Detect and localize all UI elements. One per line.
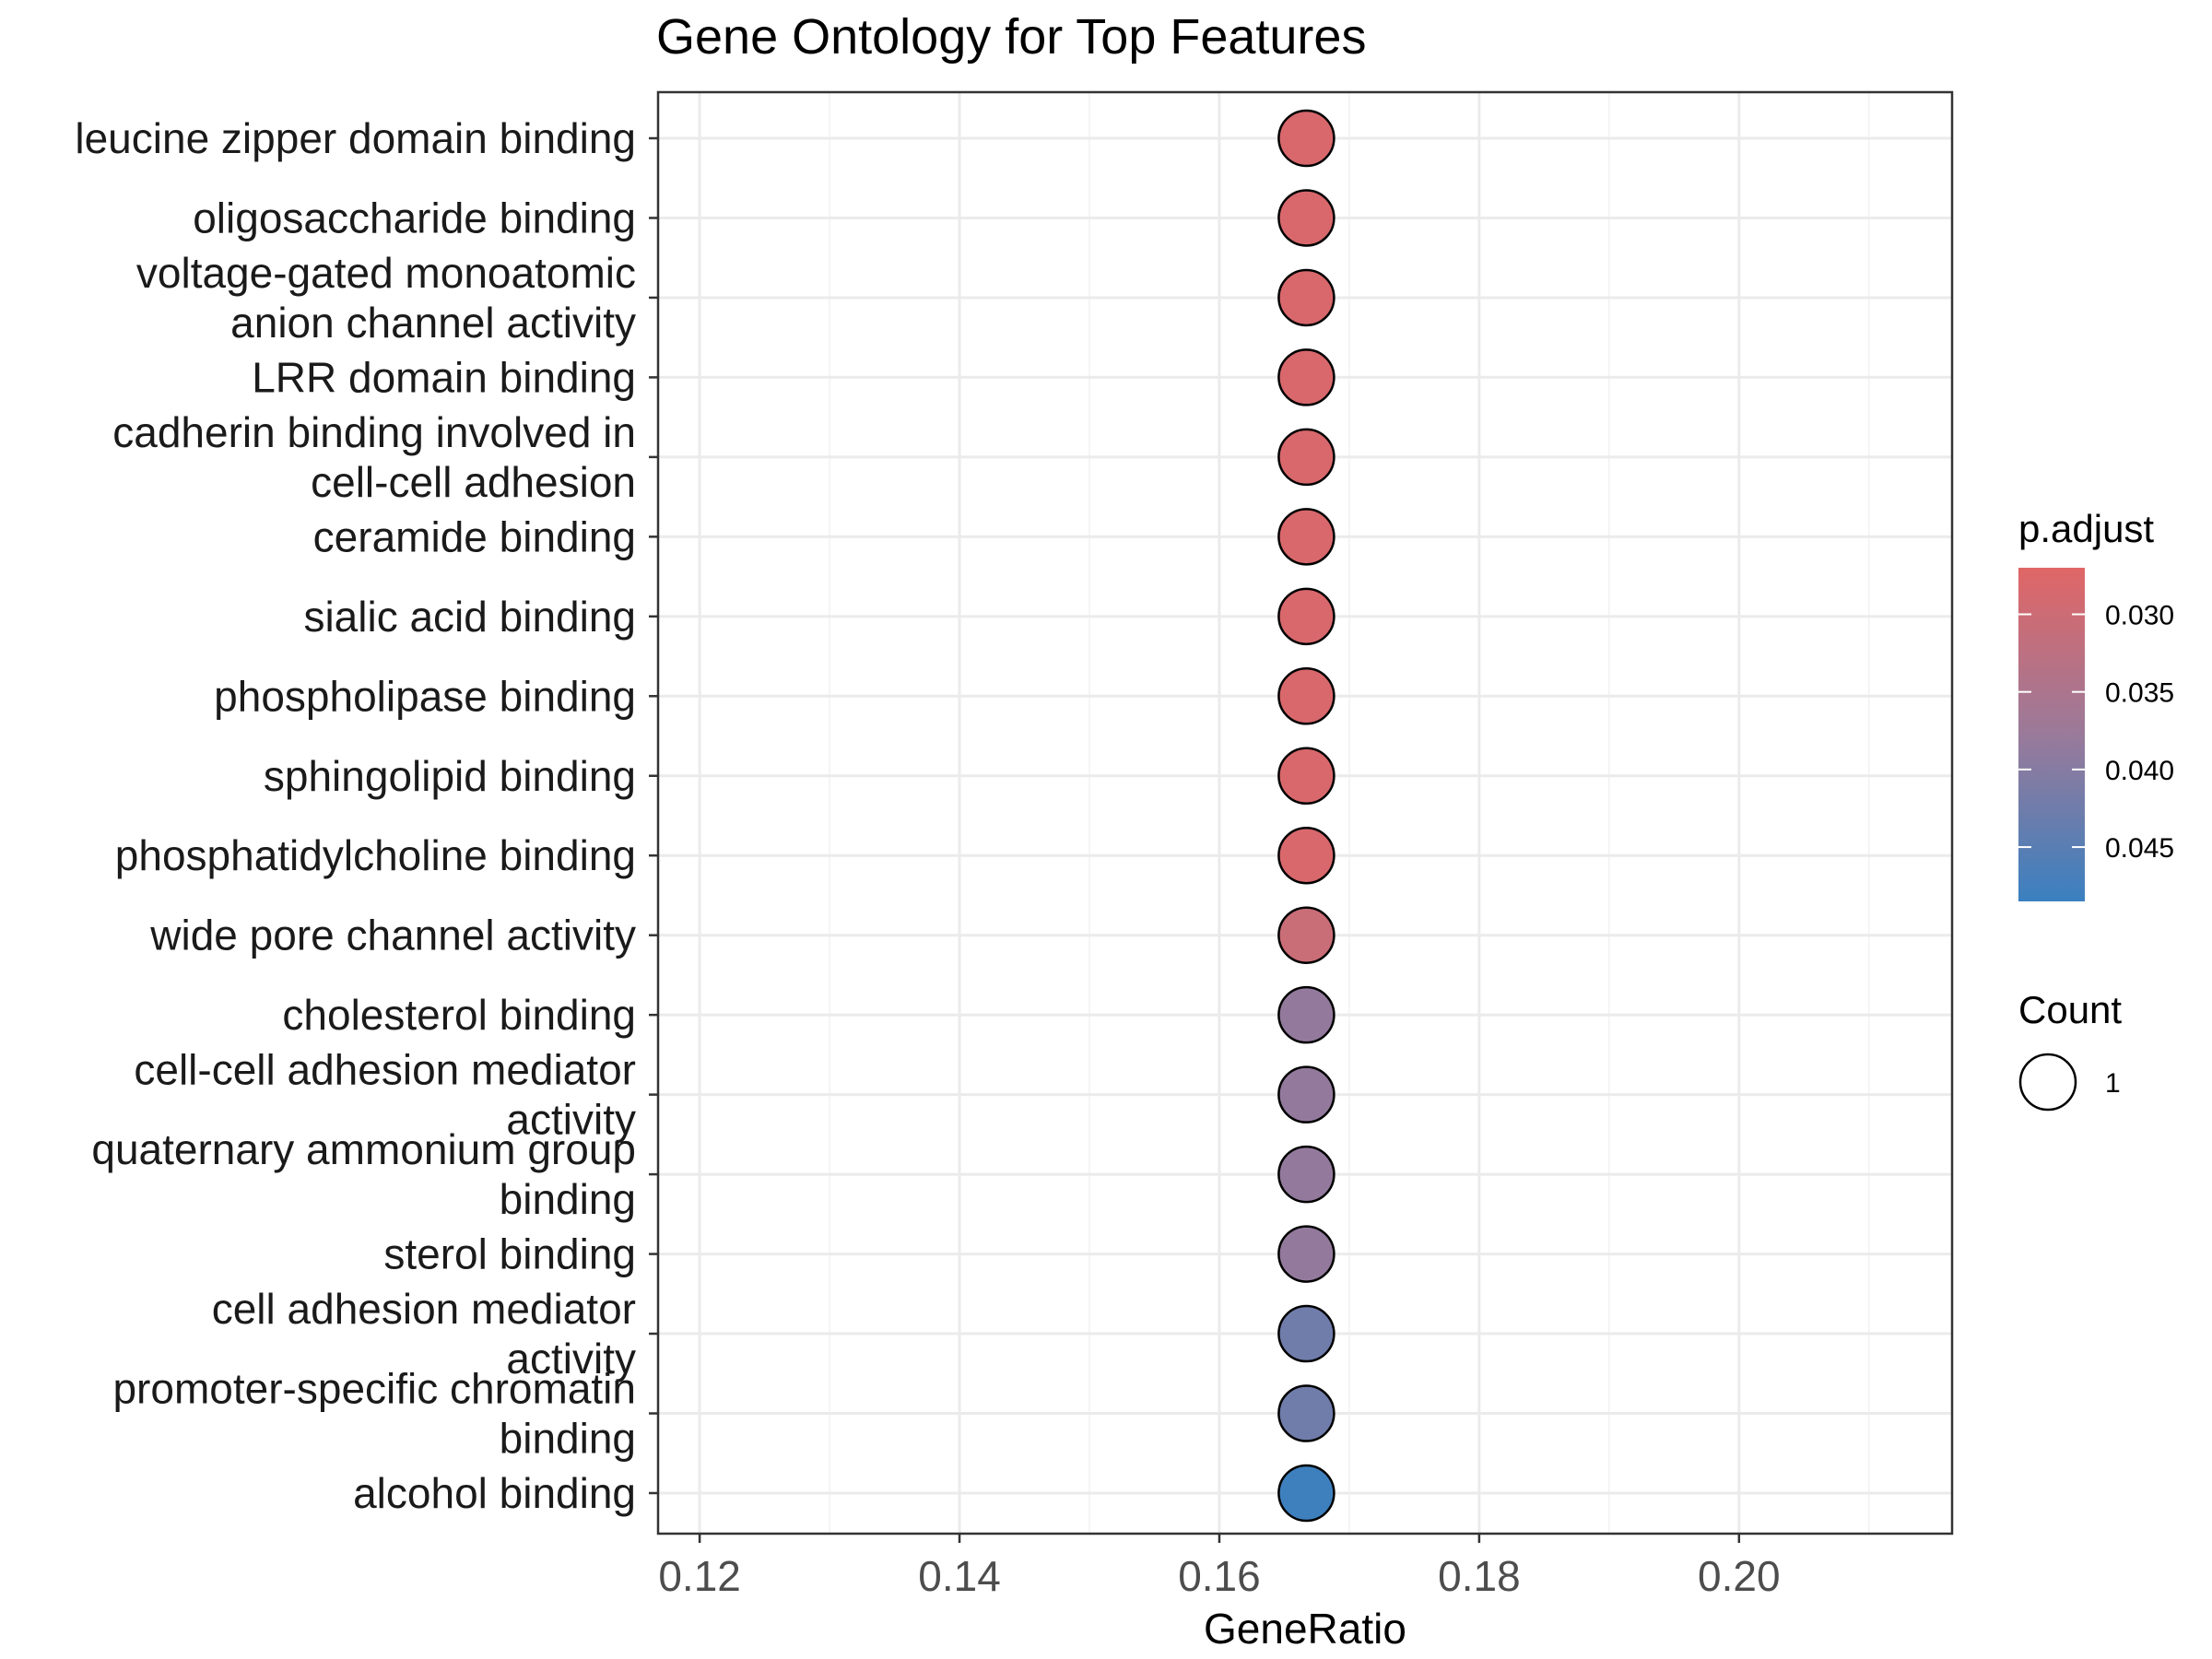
y-tick-label: cell adhesion mediator — [212, 1285, 636, 1333]
data-point — [1277, 1225, 1335, 1283]
y-tick-label: sphingolipid binding — [264, 752, 636, 800]
y-tick-label: sterol binding — [383, 1230, 636, 1278]
y-tick-label: voltage-gated monoatomic — [136, 249, 636, 297]
data-point — [1277, 189, 1335, 247]
y-tick-label: phospholipase binding — [214, 672, 636, 720]
data-point — [1277, 348, 1335, 406]
y-tick-label: alcohol binding — [353, 1469, 636, 1517]
y-tick-label: LRR domain binding — [252, 353, 636, 401]
y-tick-label: phosphatidylcholine binding — [115, 831, 636, 879]
size-legend-title: Count — [2018, 988, 2122, 1031]
size-legend-label: 1 — [2105, 1068, 2121, 1099]
y-tick-label: binding — [500, 1415, 636, 1463]
size-legend-key — [2018, 1053, 2077, 1112]
y-tick-label: activity — [506, 1335, 636, 1382]
y-tick-label: sialic acid binding — [303, 593, 636, 641]
color-legend-tick-label: 0.035 — [2105, 678, 2174, 709]
chart-title: Gene Ontology for Top Features — [656, 9, 1366, 65]
y-tick-label: leucine zipper domain binding — [75, 114, 636, 162]
x-tick-label: 0.14 — [918, 1552, 1001, 1600]
y-tick-label: cadherin binding involved in — [112, 408, 636, 456]
data-point — [1277, 1065, 1335, 1124]
color-legend-tick-label: 0.030 — [2105, 601, 2174, 631]
data-point — [1277, 1384, 1335, 1442]
y-tick-label: wide pore channel activity — [149, 912, 636, 959]
data-point — [1277, 826, 1335, 885]
data-point — [1277, 1145, 1335, 1204]
color-legend-title: p.adjust — [2018, 507, 2154, 550]
data-point — [1277, 906, 1335, 964]
x-tick-label: 0.18 — [1438, 1552, 1521, 1600]
data-point — [1277, 1304, 1335, 1363]
y-tick-label: promoter-specific chromatin — [112, 1365, 636, 1413]
y-tick-label: cholesterol binding — [282, 991, 636, 1039]
size-legend: Count 1 — [2018, 988, 2122, 1112]
y-tick-label: oligosaccharide binding — [193, 194, 636, 241]
color-legend: p.adjust 0.030 0.035 0.040 0.045 — [2018, 507, 2174, 901]
data-point — [1277, 747, 1335, 806]
y-tick-label: cell-cell adhesion mediator — [134, 1046, 636, 1094]
color-legend-tick-label: 0.040 — [2105, 756, 2174, 786]
data-point — [1277, 1464, 1335, 1523]
data-point — [1277, 985, 1335, 1044]
color-legend-ticks: 0.030 0.035 0.040 0.045 — [2018, 601, 2174, 864]
data-point — [1277, 109, 1335, 168]
data-point — [1277, 667, 1335, 725]
color-legend-bar — [2018, 568, 2085, 901]
y-tick-label: ceramide binding — [313, 512, 636, 560]
data-points — [1277, 109, 1335, 1523]
y-axis-labels: leucine zipper domain binding oligosaccha… — [75, 114, 658, 1517]
data-point — [1277, 268, 1335, 327]
y-tick-label: cell-cell adhesion — [311, 458, 636, 506]
x-axis-title: GeneRatio — [1204, 1605, 1406, 1653]
color-legend-tick-label: 0.045 — [2105, 833, 2174, 864]
y-tick-label: activity — [506, 1096, 636, 1144]
x-tick-label: 0.16 — [1178, 1552, 1261, 1600]
data-point — [1277, 587, 1335, 646]
y-tick-label: anion channel activity — [230, 299, 636, 347]
x-tick-label: 0.20 — [1698, 1552, 1781, 1600]
data-point — [1277, 428, 1335, 487]
x-tick-label: 0.12 — [658, 1552, 741, 1600]
plot-panel-border — [656, 90, 1954, 1535]
data-point — [1277, 508, 1335, 566]
y-tick-label: binding — [500, 1175, 636, 1223]
y-tick-label: quaternary ammonium group — [91, 1125, 636, 1173]
x-axis-ticks: 0.12 0.14 0.16 0.18 0.20 — [658, 1534, 1781, 1600]
